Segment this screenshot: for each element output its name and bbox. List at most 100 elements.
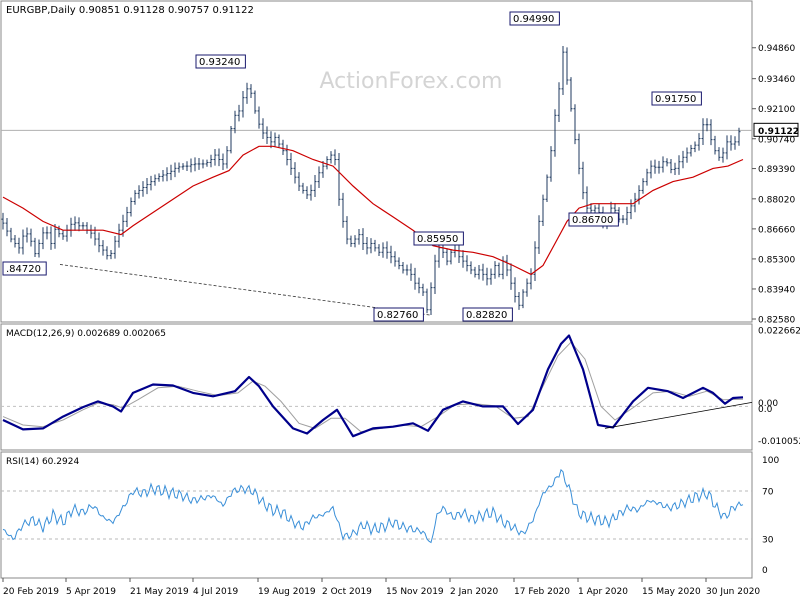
price-bar [649,160,653,179]
price-bar [109,249,113,260]
price-bar [233,110,237,134]
price-bar [133,190,137,205]
price-bar [61,229,65,240]
price-bar [321,160,325,178]
date-axis-label: 2 Jan 2020 [450,587,498,597]
price-bar [481,263,485,281]
price-bar [673,162,677,176]
macd-panel-frame [0,323,753,451]
annotation-box [413,231,464,246]
price-bar [617,207,621,223]
price-bar [345,216,349,245]
price-bar [185,161,189,172]
price-bar [445,248,449,266]
price-bar [585,186,589,215]
price-bar [265,126,269,145]
price-bar [473,266,477,278]
date-axis-label: 15 Nov 2019 [386,587,444,597]
price-bar [165,167,169,182]
price-bar [249,84,253,99]
price-bar [449,249,453,265]
price-axis-label: 0.83940 [758,285,795,295]
rsi-title: RSI(14) 60.2924 [6,457,79,467]
price-bar [653,159,657,174]
price-bar [201,159,205,169]
annotation-box [568,212,619,227]
price-bar [157,173,161,182]
price-bar [153,174,157,186]
price-bar [433,254,437,295]
price-bar [545,174,549,202]
price-panel-frame [0,0,753,323]
price-bar [33,237,37,258]
price-bar [13,234,17,248]
price-bar [245,82,249,104]
price-bar [253,90,257,114]
price-bar [477,264,481,280]
axis-layer: 0.94860 0.93460 0.92100 0.90740 0.89390 0.880… [2,44,800,597]
annotation-label: 0.82760 [377,310,418,321]
annotation-label: 0.82820 [466,310,507,321]
price-annotation: 0.91750 [651,91,702,106]
price-bar [485,267,489,286]
price-bar [189,158,193,173]
price-bar [193,157,197,172]
price-bar [729,135,733,151]
price-bar [117,223,121,248]
price-bar [645,168,649,186]
price-bar [385,241,389,259]
price-bar [81,222,85,230]
date-axis-label: 4 Jul 2019 [193,587,238,597]
annotation-label: 0.86700 [572,215,613,226]
price-bar [461,250,465,268]
price-bar [701,118,705,146]
support-trendline [59,264,431,316]
price-annotation: 0.94990 [509,11,560,26]
price-bar [429,282,433,315]
price-bar [297,172,301,192]
price-bar [41,227,45,250]
price-annotation: 0.82760 [373,307,424,322]
price-bar [541,194,545,227]
price-axis-label: 0.86660 [758,225,795,235]
price-bar [537,215,541,254]
date-axis-label: 15 May 2020 [642,587,701,597]
rsi-panel-frame [0,451,753,579]
price-bar [77,217,81,232]
price-bar [685,147,689,163]
price-bar [25,227,29,243]
price-bar [105,246,109,260]
price-axis-label: 0.92100 [758,105,795,115]
price-bar [489,268,493,285]
price-bar [425,288,429,314]
price-bar [353,235,357,248]
price-bar [641,178,645,194]
price-bar [561,45,565,96]
price-bar [569,77,573,112]
price-axis-label: 0.88020 [758,195,795,205]
price-layer: 0.94990 0.93240 0.91750 0.85950 0.86700 .8472… [1,11,752,322]
price-bar [273,132,277,147]
date-axis-label: 20 Feb 2019 [3,587,59,597]
price-bar [493,261,497,279]
price-bar [205,159,209,167]
price-bar [417,277,421,294]
macd-axis-label: 0.00 [758,399,778,409]
price-bar [1,212,5,230]
price-bar [237,104,241,122]
date-axis-label: 30 Jun 2020 [706,587,760,597]
price-bar [341,192,345,228]
price-bar [213,148,217,166]
annotation-box [651,91,702,106]
price-bar [269,131,273,149]
price-bar [381,242,385,258]
price-bar [57,225,61,238]
macd-title: MACD(12,26,9) 0.002689 0.002065 [6,329,166,339]
price-annotation: .84720 [2,261,47,276]
price-bar [409,263,413,281]
rsi-layer [1,468,752,544]
price-bar [421,283,425,296]
rsi-axis-label: 100 [762,456,779,466]
